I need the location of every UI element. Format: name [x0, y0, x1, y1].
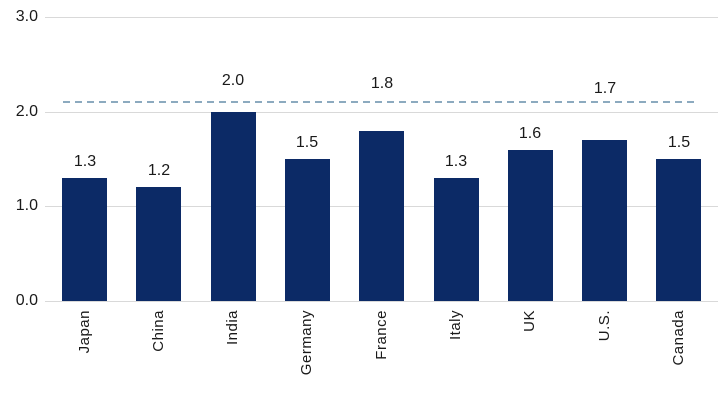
category-label-germany: Germany — [298, 310, 315, 376]
category-label-japan: Japan — [76, 310, 93, 354]
bar-uk — [508, 150, 553, 301]
category-label-france: France — [373, 310, 390, 360]
bar-germany — [285, 159, 330, 301]
gridline — [45, 301, 718, 302]
bar-value-label-japan: 1.3 — [73, 153, 97, 170]
y-axis-tick-label: 2.0 — [15, 103, 38, 120]
y-axis-tick-label: 1.0 — [15, 197, 38, 214]
category-label-india: India — [224, 310, 241, 346]
category-label-canada: Canada — [670, 310, 687, 366]
bar-value-label-india: 2.0 — [221, 72, 245, 89]
gridline — [45, 17, 718, 18]
bar-india — [211, 112, 256, 301]
bar-japan — [62, 178, 107, 301]
category-label-us: U.S. — [596, 310, 613, 342]
bar-value-label-germany: 1.5 — [295, 134, 319, 151]
bar-france — [359, 131, 404, 301]
bar-us — [582, 140, 627, 301]
bar-value-label-us: 1.7 — [593, 80, 617, 97]
bar-value-label-china: 1.2 — [147, 162, 171, 179]
bar-value-label-france: 1.8 — [370, 75, 394, 92]
category-label-uk: UK — [521, 310, 538, 332]
y-axis-tick-label: 0.0 — [15, 292, 38, 309]
bar-china — [136, 187, 181, 301]
bar-value-label-uk: 1.6 — [518, 125, 542, 142]
category-label-italy: Italy — [447, 310, 464, 341]
y-axis-tick-label: 3.0 — [15, 8, 38, 25]
target-dashed-line — [63, 101, 697, 103]
category-label-china: China — [150, 310, 167, 352]
bar-canada — [656, 159, 701, 301]
bar-italy — [434, 178, 479, 301]
bar-value-label-canada: 1.5 — [667, 134, 691, 151]
bar-value-label-italy: 1.3 — [444, 153, 468, 170]
gridline — [45, 112, 718, 113]
